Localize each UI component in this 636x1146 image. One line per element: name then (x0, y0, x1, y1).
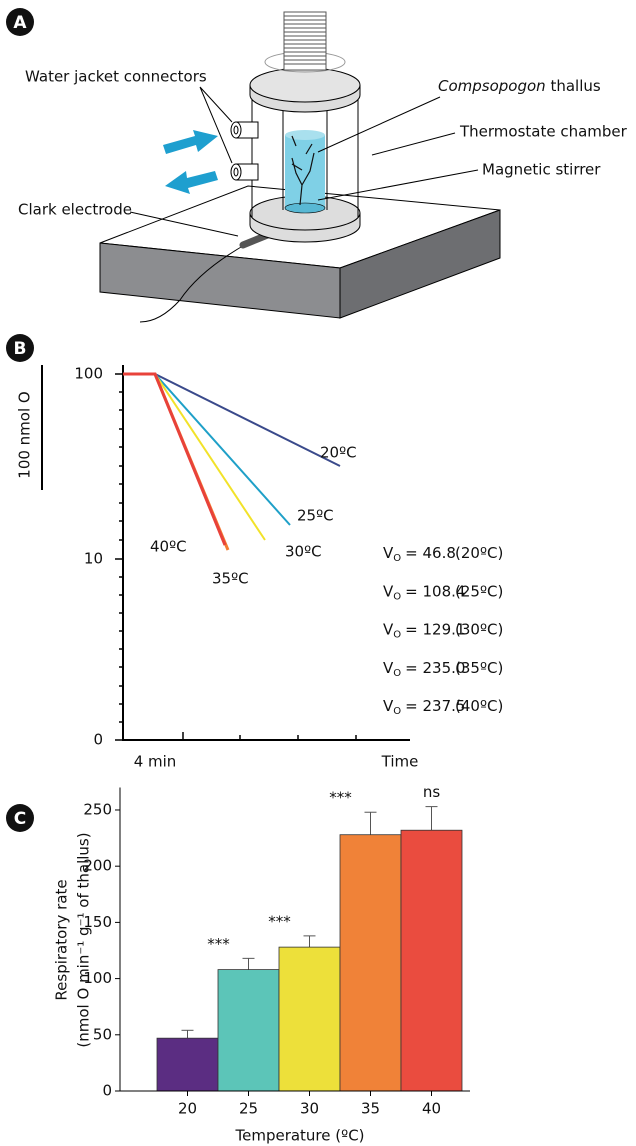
y-tick-label: 250 (83, 800, 112, 818)
rate-temperature: (40ºC) (455, 697, 503, 715)
stirrer (284, 202, 326, 214)
panel-letter: A (13, 13, 27, 33)
label: Thermostate chamber (459, 123, 628, 141)
rate-temperature: (25ºC) (455, 582, 503, 600)
x-tick-label: 35 (361, 1100, 380, 1118)
label: Compsopogon thallus (438, 77, 601, 95)
y-label: 0 (93, 731, 103, 749)
trace (123, 372, 227, 546)
rate-subscript: O (393, 706, 401, 717)
platform-side (339, 209, 501, 319)
leader (317, 96, 441, 153)
trace-label: 25ºC (297, 507, 334, 525)
trace (123, 373, 266, 541)
trace-label: 30ºC (285, 543, 322, 561)
bar (217, 969, 280, 1092)
rate-symbol: V (383, 620, 394, 638)
bar (400, 829, 463, 1092)
water-surface (285, 130, 325, 140)
flow-arrow (165, 171, 218, 194)
bar (278, 946, 341, 1092)
rate-text: = 237.5 (405, 697, 465, 715)
scale-bar-label: 100 nmol O (16, 391, 34, 478)
y-tick-label: 50 (93, 1025, 112, 1043)
flow-arrow (163, 130, 218, 154)
rate-symbol: V (383, 544, 394, 562)
significance: *** (207, 935, 230, 953)
rate-symbol: V (383, 697, 394, 715)
cable (139, 242, 249, 323)
rate-subscript: O (393, 668, 401, 679)
leader (317, 169, 479, 201)
x-tick-label: 25 (239, 1100, 258, 1118)
x-tick-label: 30 (300, 1100, 319, 1118)
x-label: 4 min (134, 753, 177, 771)
rate: VO = 46.8(20ºC) (383, 544, 503, 565)
panel-a: A Water jacket connecto (6, 8, 628, 323)
panel-letter: C (14, 809, 26, 829)
leader (371, 132, 456, 156)
trace-label: 35ºC (212, 570, 249, 588)
tick-marks (115, 373, 357, 741)
rate: VO = 108.4(25ºC) (383, 582, 503, 603)
significance: ns (423, 783, 441, 801)
rate: VO = 129.1(30ºC) (383, 620, 503, 641)
rate-temperature: (35ºC) (455, 658, 503, 676)
label: Clark electrode (18, 201, 132, 219)
panel-badge (6, 8, 34, 36)
panel-badge (6, 334, 34, 362)
y-label: 100 (74, 365, 103, 383)
rate-text: = 108.4 (405, 582, 465, 600)
leader (199, 86, 233, 164)
label: Magnetic stirrer (482, 161, 601, 179)
thallus (291, 135, 315, 206)
panel-letter: B (14, 339, 27, 359)
y-tick-label: 150 (83, 913, 112, 931)
y-tick-label: 100 (83, 969, 112, 987)
rings (283, 11, 327, 71)
rate-text: = 46.8 (405, 544, 456, 562)
y-axis-title: Respiratory rate (53, 879, 71, 1000)
x-label: Time (381, 753, 419, 771)
y-tick-label: 0 (102, 1082, 112, 1100)
trace (123, 373, 341, 467)
rate: VO = 235.0(35ºC) (383, 658, 503, 679)
rate-temperature: (30ºC) (455, 620, 503, 638)
rate-temperature: (20ºC) (455, 544, 503, 562)
label-italic: Compsopogon (438, 77, 546, 95)
bar (156, 1037, 219, 1092)
x-tick-label: 20 (178, 1100, 197, 1118)
rate-text: = 129.1 (405, 620, 465, 638)
trace-label: 40ºC (150, 538, 187, 556)
y-axis-title: (nmol O min⁻¹ g⁻¹ of thallus) (75, 832, 93, 1047)
panel-badge (6, 804, 34, 832)
significance: *** (268, 912, 291, 930)
rate: VO = 237.5(40ºC) (383, 697, 503, 718)
connectors (230, 121, 259, 181)
rate-symbol: V (383, 658, 394, 676)
rate-symbol: V (383, 582, 394, 600)
rate-subscript: O (393, 630, 401, 641)
rate-subscript: O (393, 553, 401, 564)
x-tick-label: 40 (422, 1100, 441, 1118)
trace-label: 20ºC (320, 444, 357, 462)
leader (129, 211, 239, 237)
panel-b: B 100 nmol O 100 10 0 4 min Time (6, 334, 418, 771)
label: Water jacket connectors (25, 68, 207, 86)
x-axis-title: Temperature (ºC) (234, 1127, 364, 1145)
water (285, 135, 325, 210)
label: thallus (550, 77, 600, 95)
rate-text: = 235.0 (405, 658, 465, 676)
y-tick-label: 200 (83, 857, 112, 875)
y-label: 10 (84, 550, 103, 568)
top-disc (249, 67, 361, 103)
significance: *** (329, 789, 352, 807)
rate-subscript: O (393, 591, 401, 602)
bar (339, 834, 402, 1092)
